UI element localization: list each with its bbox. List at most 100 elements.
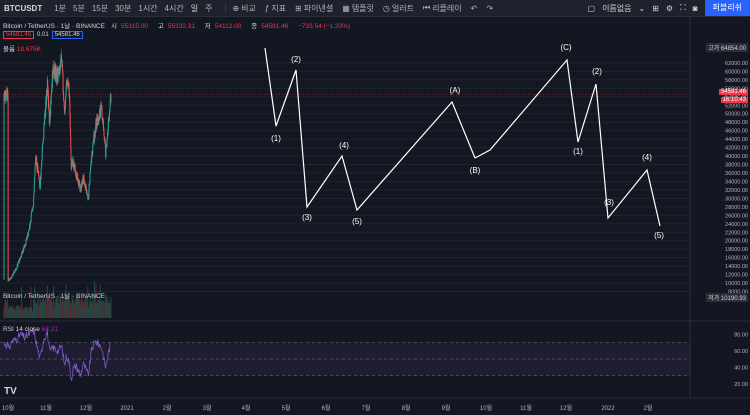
candle-body [69, 115, 71, 128]
candle-body [37, 166, 39, 171]
candle-body [39, 187, 41, 189]
volume-bar [27, 313, 29, 318]
candle-body [11, 276, 13, 277]
candle-body [51, 92, 53, 94]
tf-1w[interactable]: 주 [205, 3, 213, 13]
candle-body [95, 121, 97, 132]
templates-label: 템플릿 [351, 3, 374, 13]
candle-body [20, 256, 22, 259]
candle-body [16, 268, 18, 270]
tf-1h[interactable]: 1시간 [138, 3, 158, 13]
volume-bar [98, 299, 100, 318]
tf-1m[interactable]: 1분 [54, 3, 67, 13]
tf-4h[interactable]: 4시간 [164, 3, 184, 13]
candle-body [36, 156, 38, 167]
tradingview-logo[interactable]: TV [4, 386, 17, 397]
volume-bar [25, 307, 27, 318]
compare-button[interactable]: ⊕ 비교 [232, 3, 255, 14]
layout-name[interactable]: 이름없음 [602, 3, 632, 13]
fullscreen-icon[interactable]: ⛶ [680, 3, 686, 12]
candle-body [110, 94, 112, 103]
volume-bar [71, 303, 73, 318]
volume-bar [8, 312, 10, 318]
candle-body [88, 183, 90, 191]
volume-bar [17, 309, 19, 318]
volume-bar [35, 303, 37, 318]
indicators-label: 지표 [271, 3, 287, 13]
volume-bar [29, 308, 31, 318]
candle-body [81, 182, 83, 188]
volume-bar [44, 307, 46, 318]
redo-button[interactable]: ↷ [486, 4, 493, 13]
chevron-down-icon[interactable]: ⌄ [638, 3, 646, 13]
y-tick-label: 16000.00 [725, 256, 748, 262]
volume-bar [22, 309, 24, 318]
grid-icon[interactable]: ⊞ [652, 3, 659, 13]
candle-body [37, 163, 39, 173]
last-price-value: 54581.46 [720, 89, 746, 95]
candle-body [104, 141, 106, 148]
templates-button[interactable]: ▦ 템플릿 [342, 3, 374, 14]
candle-body [96, 118, 98, 129]
volume-bar [44, 300, 46, 318]
volume-bar [65, 305, 67, 318]
candle-body [85, 186, 87, 188]
camera-icon[interactable]: ◙ [692, 3, 698, 13]
tf-15m[interactable]: 15분 [91, 3, 109, 13]
tf-1d[interactable]: 일 [190, 3, 199, 13]
candle-body [60, 54, 62, 63]
undo-button[interactable]: ↶ [471, 4, 478, 13]
candle-body [48, 96, 50, 108]
replay-button[interactable]: ⏮ 리플레이 [423, 3, 462, 14]
volume-bar [44, 304, 46, 318]
candle-body [74, 168, 76, 170]
symbol-search[interactable]: BTCUSDT [4, 3, 43, 13]
tf-30m[interactable]: 30분 [115, 3, 132, 13]
candle-body [77, 179, 79, 182]
rsi-tick-label: 40.00 [734, 365, 748, 371]
financials-button[interactable]: ⊞ 파이낸셜 [295, 3, 333, 14]
candle-body [95, 121, 97, 123]
buy-button[interactable]: 54581.46 [51, 31, 83, 39]
candle-body [38, 179, 40, 184]
volume-bar [58, 307, 60, 318]
volume-bar [107, 306, 109, 318]
candle-body [43, 126, 45, 139]
candle-body [42, 138, 44, 143]
volume-bar [21, 305, 23, 318]
volume-bar [105, 295, 107, 318]
close-value: 54581.46 [261, 23, 289, 30]
volume-bar [20, 314, 22, 318]
x-tick-label: 11월 [40, 404, 52, 412]
publish-button[interactable]: 퍼블리쉬 [704, 0, 750, 16]
volume-bar [40, 301, 42, 318]
candle-body [108, 117, 110, 119]
tf-5m[interactable]: 5분 [73, 3, 85, 13]
open-label: 시 [110, 23, 117, 30]
volume-bar [49, 300, 51, 318]
volume-bar [61, 306, 63, 318]
volume-bar [61, 312, 63, 318]
candle-body [49, 111, 51, 115]
candle-body [34, 162, 36, 168]
volume-bar [13, 311, 15, 318]
volume-bar [7, 310, 9, 318]
volume-bar [78, 302, 80, 318]
candle-body [68, 83, 70, 87]
candle-body [44, 114, 46, 125]
alert-button[interactable]: ◷ 얼러트 [383, 3, 414, 14]
layout-icon[interactable]: ▢ [587, 3, 596, 13]
candle-body [13, 271, 15, 274]
compare-label: 비교 [241, 3, 256, 13]
volume-bar [47, 300, 49, 318]
candle-body [56, 79, 58, 82]
volume-bar [35, 303, 37, 318]
undo-icon: ↶ [470, 3, 478, 13]
sell-button[interactable]: 54581.45 [3, 31, 35, 39]
gear-icon[interactable]: ⚙ [665, 3, 674, 13]
candle-body [94, 136, 96, 139]
volume-bar [28, 310, 30, 318]
indicators-button[interactable]: ƒ 지표 [265, 3, 286, 14]
wave-label: (1) [271, 134, 281, 143]
